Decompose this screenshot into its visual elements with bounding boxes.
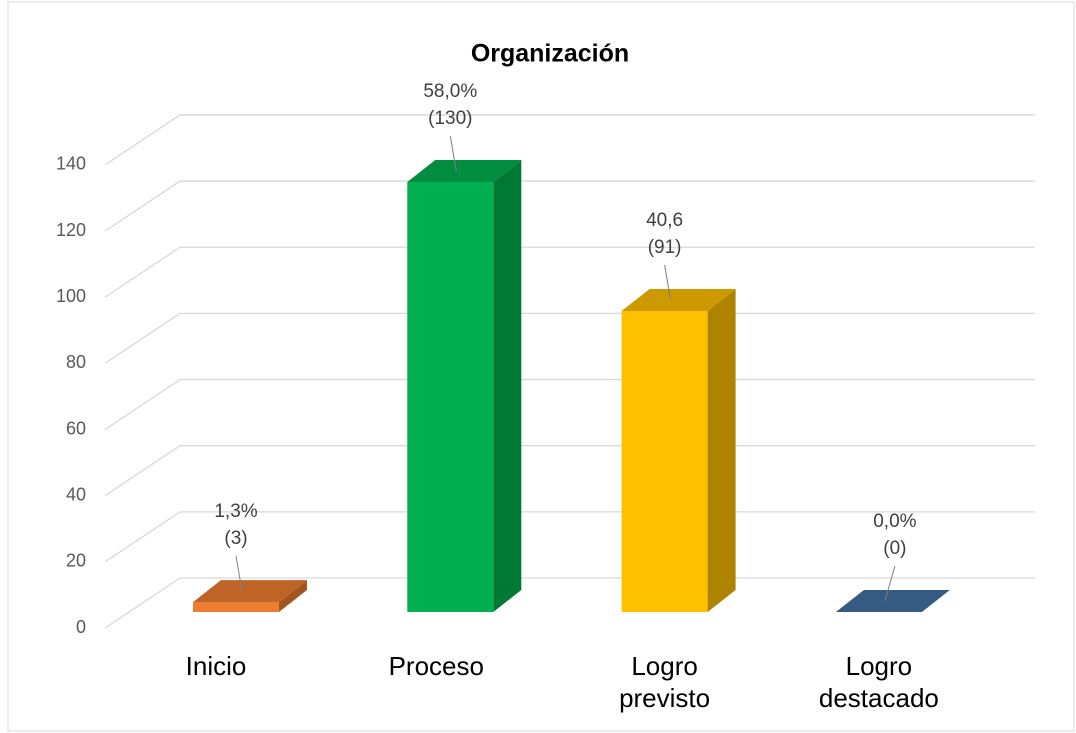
bar-side [493, 160, 522, 612]
value-label: 0,0% (0) [873, 511, 916, 559]
x-tick-label: Logro previsto [619, 651, 711, 713]
grid-line [104, 378, 1035, 431]
leader-line [449, 135, 457, 172]
leader-line [235, 555, 243, 592]
leader-line [884, 565, 896, 602]
y-tick-label: 80 [66, 352, 86, 372]
bar-top [407, 160, 522, 182]
grid-line [104, 511, 1035, 563]
y-tick-label: 40 [66, 484, 86, 504]
grid-line [104, 312, 1035, 364]
bar [407, 182, 494, 612]
bar-top [193, 580, 307, 603]
leader-line [664, 264, 672, 301]
grid-line [104, 445, 1035, 497]
value-label: 40,6 (91) [646, 210, 683, 258]
y-tick-label: 140 [56, 154, 86, 174]
bar-side [707, 289, 736, 612]
bar [621, 311, 708, 612]
y-tick-label: 0 [76, 617, 86, 637]
bar-top [835, 590, 950, 612]
x-tick-label: Proceso [388, 651, 484, 681]
value-label-line: 58,0% [423, 81, 477, 102]
bar-top [621, 289, 736, 311]
value-label: 1,3% (3) [214, 501, 257, 549]
y-tick-label: 20 [66, 551, 86, 571]
grid-line [104, 180, 1035, 232]
grid-line [104, 114, 1035, 166]
x-tick-label: Inicio [185, 651, 247, 681]
value-label-line: (130) [428, 108, 472, 129]
value-label-line: 0,0% [873, 511, 916, 532]
grid-line [104, 577, 1035, 629]
y-tick-label: 120 [56, 220, 86, 240]
value-label-line: (91) [648, 237, 682, 258]
x-tick-label: Logro destacado [818, 651, 939, 713]
value-label: 58,0% (130) [423, 81, 477, 129]
bar [193, 602, 279, 612]
value-label-line: (3) [224, 528, 247, 549]
chart-title: Organización [471, 40, 629, 68]
y-tick-label: 100 [56, 286, 86, 306]
value-label-line: (0) [883, 538, 906, 559]
value-label-line: 1,3% [214, 501, 257, 522]
chart-frame [7, 1, 1075, 732]
value-label-line: 40,6 [646, 210, 683, 231]
grid-line [104, 246, 1035, 298]
y-tick-label: 60 [66, 418, 86, 438]
bar-side [279, 580, 307, 612]
